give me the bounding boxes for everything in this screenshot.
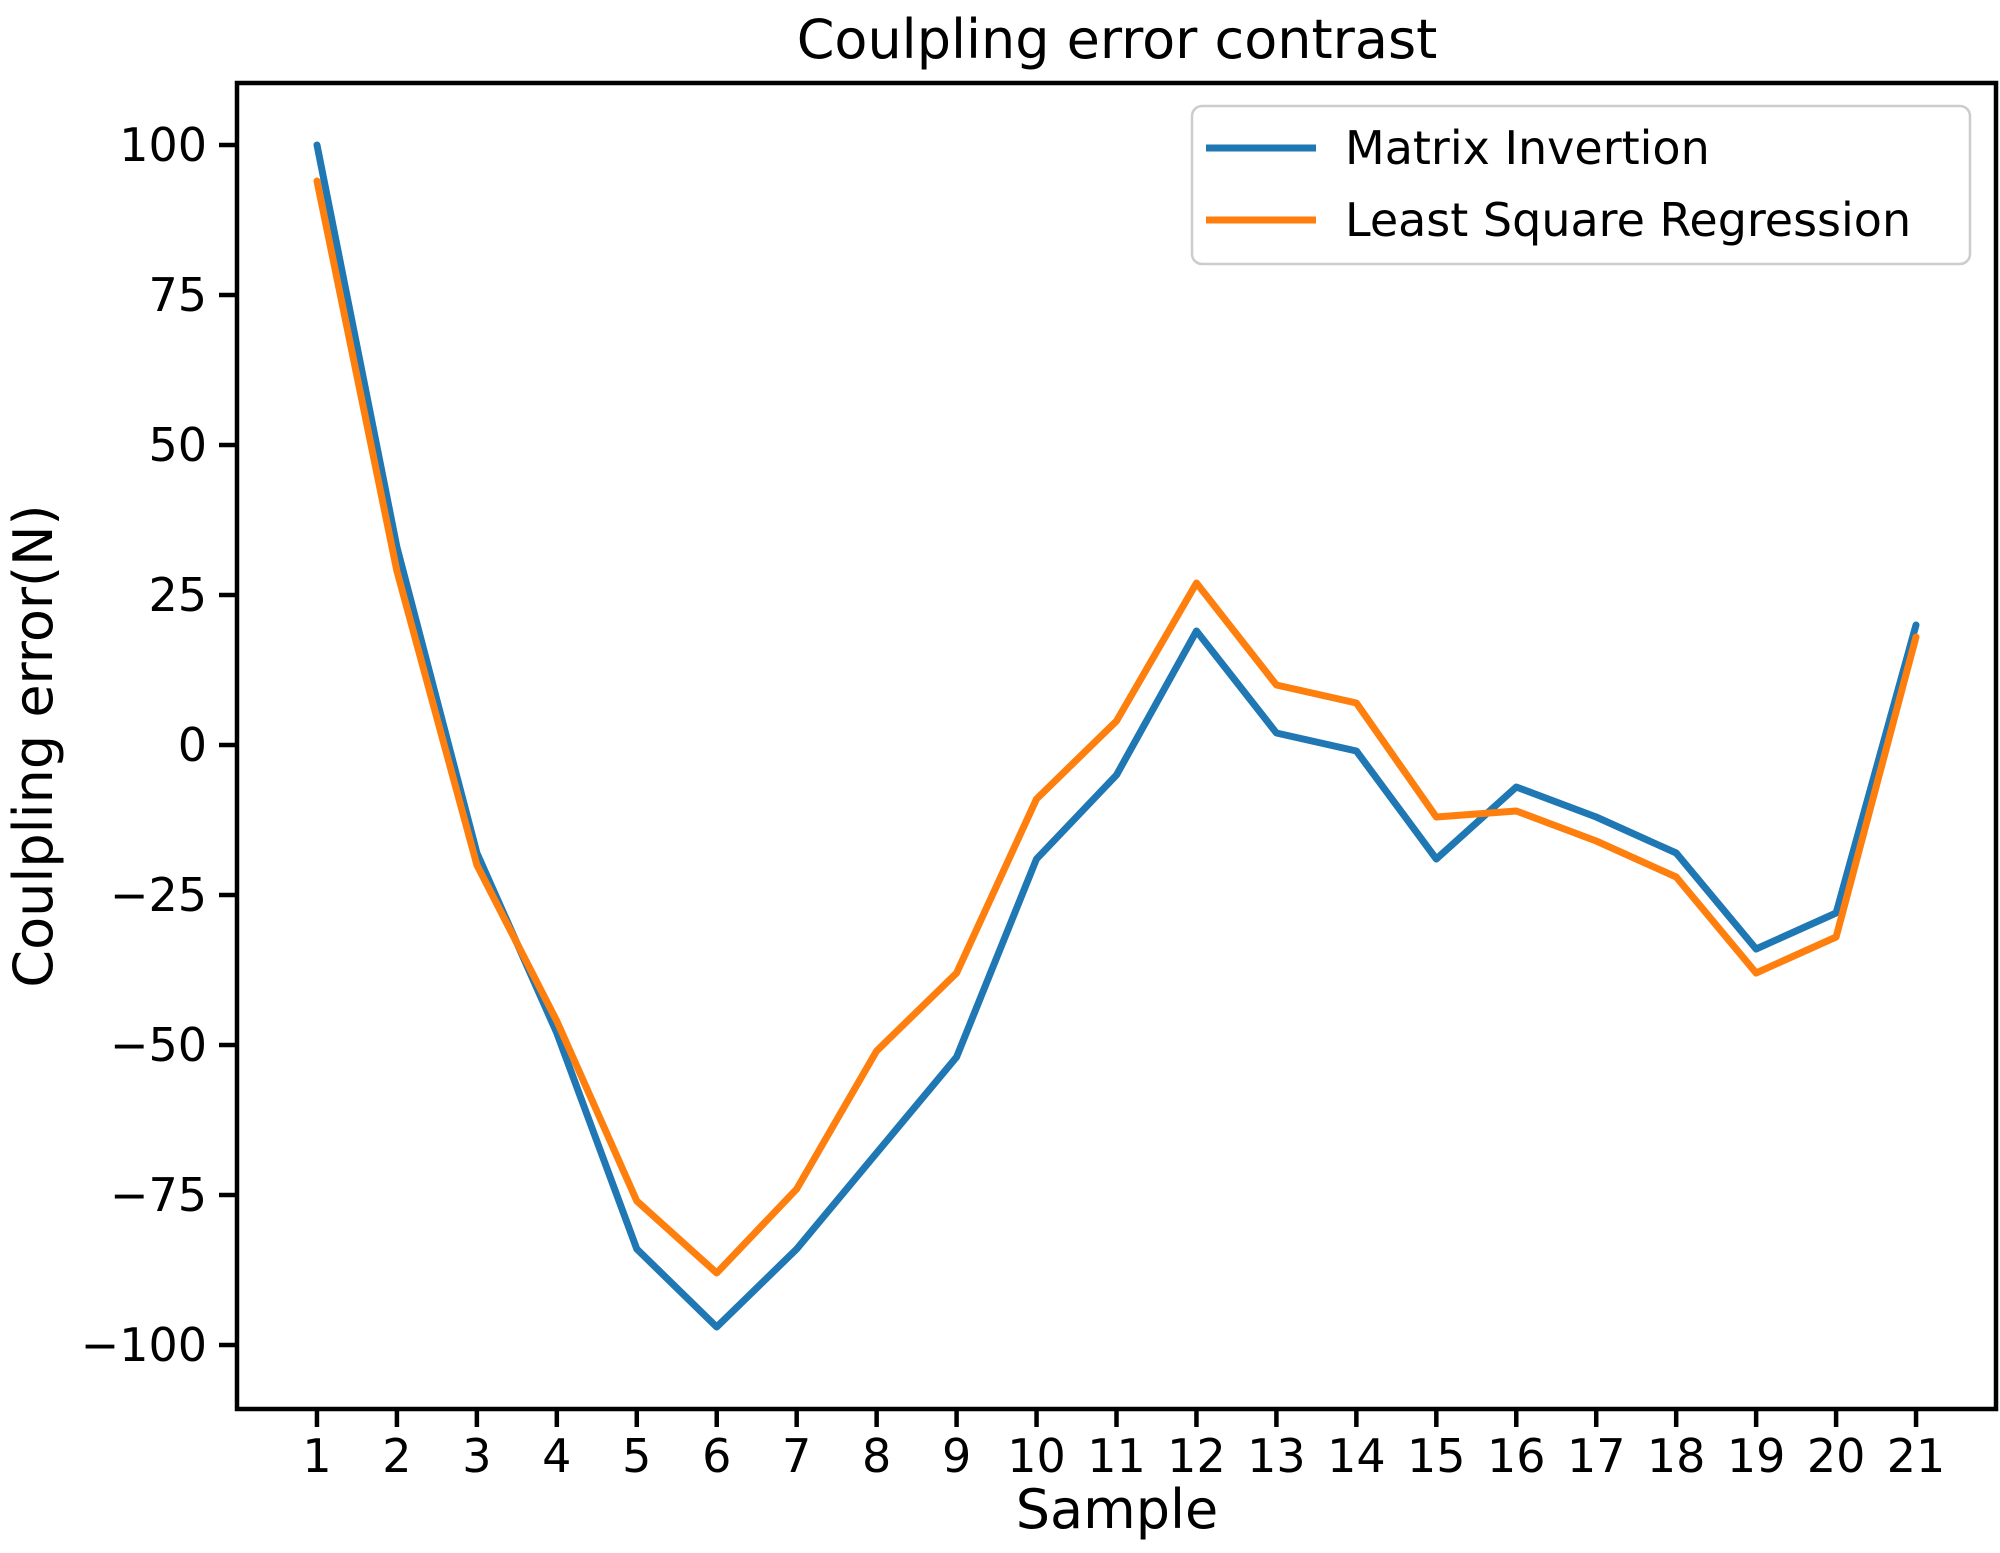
legend-label-matrix-invertion: Matrix Invertion [1345,121,1710,175]
legend-label-least-square-regression: Least Square Regression [1345,193,1911,247]
plot-series-group [313,141,1920,1331]
y-tick-label: 75 [148,268,207,322]
y-tick-label: 50 [148,418,207,472]
y-tick-label: −50 [110,1018,207,1072]
x-tick-label: 1 [302,1429,331,1483]
x-tick-label: 20 [1807,1429,1866,1483]
series-line-least-square-regression [313,177,1920,1277]
x-tick-label: 17 [1567,1429,1626,1483]
x-tick-label: 15 [1407,1429,1466,1483]
y-tick-label: −100 [81,1318,207,1372]
x-tick-label: 12 [1167,1429,1226,1483]
legend: Matrix Invertion Least Square Regression [1190,104,1972,266]
legend-box [1190,104,1972,266]
plot-area-border [234,80,1999,1412]
x-tick-label: 21 [1887,1429,1946,1483]
x-tick-label: 4 [542,1429,571,1483]
x-tick-label: 11 [1087,1429,1146,1483]
x-axis-label: Sample [1016,1478,1218,1541]
x-tick-label: 18 [1647,1429,1706,1483]
x-tick-label: 16 [1487,1429,1546,1483]
x-tick-label: 9 [942,1429,971,1483]
x-axis-ticks: 1 2 3 4 5 6 7 8 9 10 11 12 13 14 15 16 17 18 19 20 21 [302,1409,1945,1483]
x-tick-label: 19 [1727,1429,1786,1483]
y-tick-label: 0 [178,718,207,772]
chart-title: Coulpling error contrast [797,8,1438,71]
x-tick-label: 5 [622,1429,651,1483]
x-tick-label: 13 [1247,1429,1306,1483]
y-tick-label: −75 [110,1168,207,1222]
y-tick-label: −25 [110,868,207,922]
x-tick-label: 14 [1327,1429,1386,1483]
series-line-matrix-invertion [313,141,1920,1331]
y-axis-ticks: 100 75 50 25 0 −25 −50 −75 −100 [81,118,237,1372]
x-tick-label: 7 [782,1429,811,1483]
y-tick-label: 100 [119,118,207,172]
x-tick-label: 3 [462,1429,491,1483]
x-tick-label: 10 [1007,1429,1066,1483]
y-tick-label: 25 [148,568,207,622]
x-tick-label: 8 [862,1429,891,1483]
x-tick-label: 2 [382,1429,411,1483]
x-tick-label: 6 [702,1429,731,1483]
y-axis-label: Coulpling error(N) [2,504,65,987]
